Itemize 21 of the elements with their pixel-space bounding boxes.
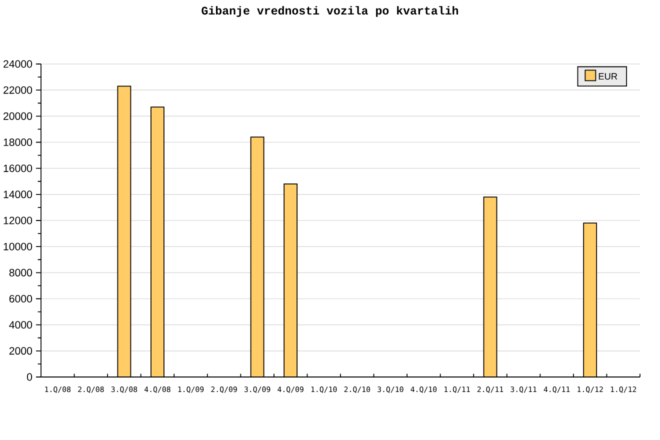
bar bbox=[484, 197, 497, 377]
y-tick-label: 14000 bbox=[4, 190, 32, 198]
bar bbox=[250, 137, 264, 377]
y-tick-label: 10000 bbox=[4, 242, 32, 250]
y-tick-label: 12000 bbox=[4, 216, 32, 224]
y-tick-label: 20000 bbox=[4, 112, 32, 120]
legend-label: EUR bbox=[598, 73, 618, 80]
y-tick-label: 4000 bbox=[9, 321, 32, 329]
chart-title: Gibanje vrednosti vozila po kvartalih bbox=[202, 6, 458, 17]
y-tick-label: 0 bbox=[26, 373, 32, 381]
y-tick-label: 22000 bbox=[4, 86, 32, 94]
y-tick-label: 24000 bbox=[4, 60, 32, 68]
y-tick-label: 8000 bbox=[9, 268, 32, 276]
y-tick-label: 6000 bbox=[9, 294, 32, 303]
bar bbox=[583, 222, 598, 377]
bar bbox=[284, 184, 298, 377]
y-tick-label: 16000 bbox=[4, 164, 32, 172]
bar bbox=[150, 107, 164, 377]
y-tick-label: 18000 bbox=[4, 138, 32, 146]
bar bbox=[118, 86, 131, 377]
y-tick-label: 2000 bbox=[9, 347, 32, 355]
